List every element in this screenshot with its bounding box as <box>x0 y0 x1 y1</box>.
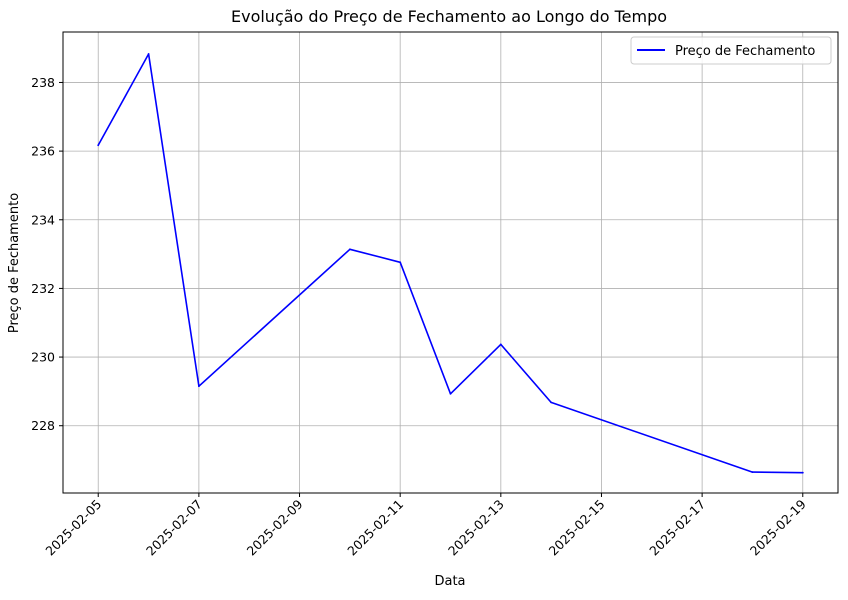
y-tick-label: 238 <box>31 75 55 90</box>
data-point <box>198 385 200 388</box>
data-point <box>499 343 502 346</box>
data-point <box>751 471 754 473</box>
data-point <box>399 261 402 264</box>
data-point <box>449 392 452 395</box>
y-tick-label: 234 <box>31 212 55 227</box>
data-point <box>801 471 804 474</box>
y-tick-label: 230 <box>31 350 55 365</box>
data-point <box>349 248 351 251</box>
legend: Preço de Fechamento <box>630 36 832 65</box>
y-axis: 228 230 232 234 236 238 <box>31 75 63 433</box>
y-tick-label: 228 <box>31 418 55 433</box>
data-point <box>97 144 100 147</box>
plot-frame <box>62 31 839 494</box>
data-point <box>147 53 150 55</box>
legend-label: Preço de Fechamento <box>675 44 815 59</box>
series-layer <box>97 53 804 474</box>
series-line <box>97 53 803 474</box>
chart-title: Evolução do Preço de Fechamento ao Longo… <box>231 7 667 26</box>
y-tick-label: 232 <box>31 281 55 296</box>
grid <box>63 32 838 493</box>
y-axis-title: Preço de Fechamento <box>7 193 22 333</box>
legend-box <box>630 36 832 65</box>
y-tick-label: 236 <box>31 144 55 159</box>
data-point <box>550 401 552 404</box>
x-axis-title: Data <box>434 574 465 589</box>
